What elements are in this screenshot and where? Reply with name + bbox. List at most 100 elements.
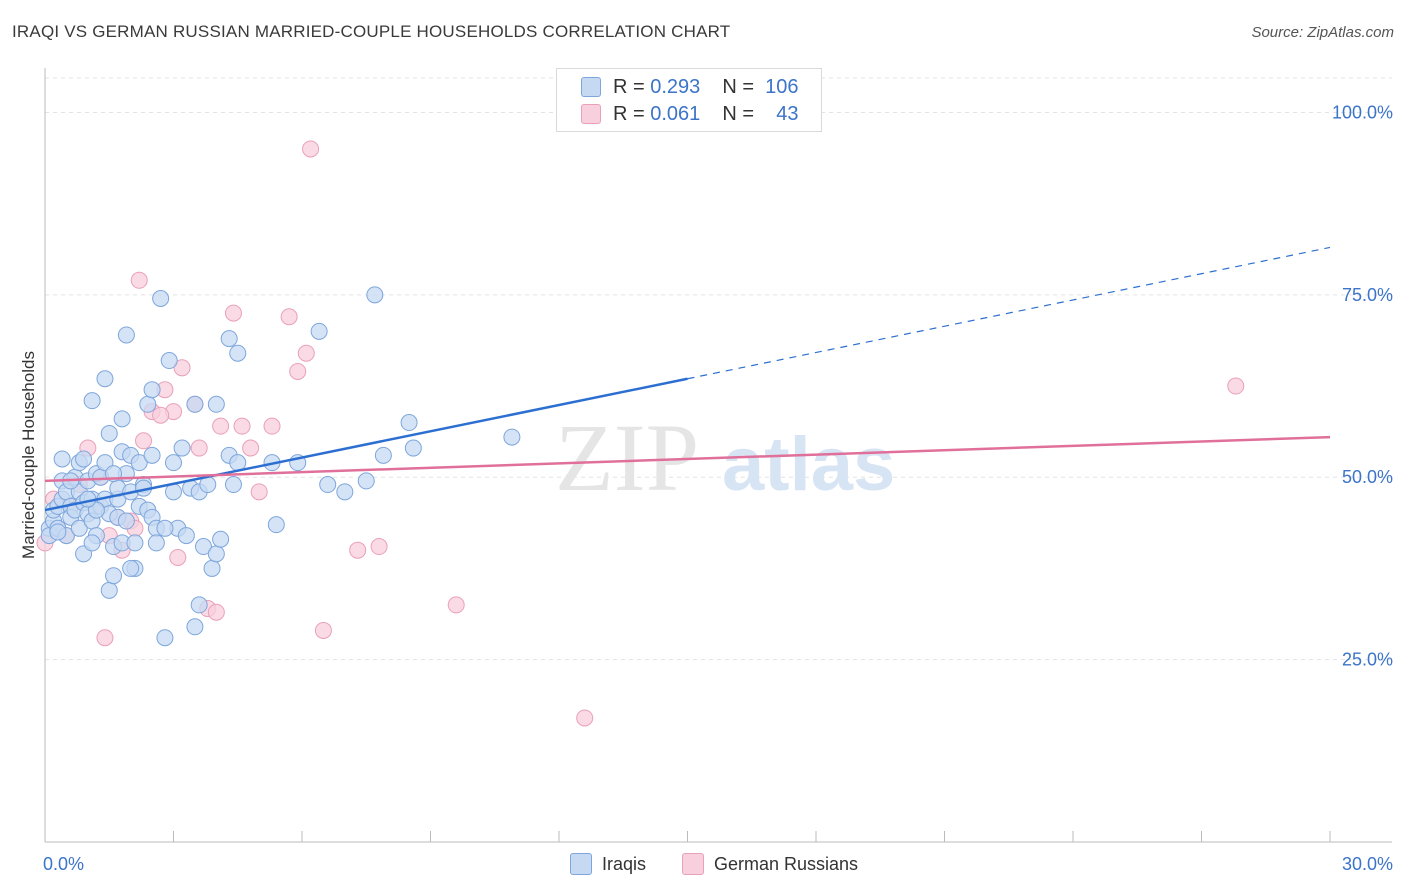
iraqis-point [190,596,208,614]
x-tick-label-max: 30.0% [1342,854,1393,874]
iraqis-point [319,476,337,494]
iraqis-point [53,450,71,468]
german-russians-point [207,603,225,621]
iraqis-point [156,519,174,537]
y-axis-label: Married-couple Households [19,351,38,559]
iraqis-point [156,629,174,647]
y-tick-label: 75.0% [1342,285,1393,305]
n-value-iraqis: 106 [765,75,799,98]
source-label: Source: ZipAtlas.com [1251,24,1394,41]
iraqis-point [152,290,170,308]
german-russians-swatch [581,104,601,124]
iraqis-point [147,534,165,552]
german-russians-point [370,538,388,556]
iraqis-point [400,414,418,432]
iraqis-point [100,424,118,442]
tick-labels: 25.0% 50.0% 75.0% 100.0% 0.0% 30.0% [43,102,1393,874]
legend-label-german-russians: German Russians [714,853,859,874]
iraqis-point [186,395,204,413]
n-label: N = [722,75,754,98]
y-tick-label: 25.0% [1342,650,1393,670]
iraqis-point [126,534,144,552]
german-russians-point [314,621,332,639]
iraqis-point [366,286,384,304]
iraqis-point [374,446,392,464]
german-russians-point [212,417,230,435]
legend: Iraqis German Russians [0,850,1406,878]
watermark: ZIP atlas [555,404,895,511]
iraqis-point [310,322,328,340]
german-russians-point [152,406,170,424]
iraqis-point [229,344,247,362]
iraqis-point [357,472,375,490]
iraqis-point [117,512,135,530]
iraqis-point [212,530,230,548]
iraqis-point [83,534,101,552]
y-tick-label: 50.0% [1342,467,1393,487]
iraqis-point [70,519,88,537]
iraqis-point [207,545,225,563]
iraqis-legend-swatch [570,853,592,875]
german-russians-point [1227,377,1245,395]
iraqis-point [186,618,204,636]
german-russians-point [233,417,251,435]
trend-lines [44,246,1331,512]
iraqis-point [404,439,422,457]
german-russians-point [263,417,281,435]
german-russians-point [349,541,367,559]
german-russians-point [224,304,242,322]
r-value-german-russians: 0.061 [650,102,701,125]
iraqis-points [40,286,521,647]
iraqis-point [203,559,221,577]
german-russians-point [297,344,315,362]
iraqis-point [113,410,131,428]
iraqis-point [165,454,182,472]
legend-item-iraqis[interactable]: Iraqis [570,850,646,878]
n-value-german-russians: 43 [776,102,799,125]
german-russians-legend-swatch [682,853,704,875]
axes [44,68,1392,843]
iraqis-point [139,395,157,413]
r-value-iraqis: 0.293 [650,75,701,98]
german-russians-point [250,483,268,501]
iraqis-point [194,538,212,556]
iraqis-point [117,326,135,344]
iraqis-point [122,559,140,577]
german-russians-point [130,271,148,289]
german-russians-point [289,362,307,380]
iraqis-trend-extension [687,246,1331,380]
r-label: R = [613,75,645,98]
iraqis-point [173,439,191,457]
german-russians-point [173,359,191,377]
watermark-zip: ZIP [555,404,699,511]
iraqis-point [229,454,247,472]
iraqis-point [267,516,285,534]
iraqis-swatch [581,77,601,97]
iraqis-point [177,527,195,545]
german-russians-point [190,439,208,457]
iraqis-point [75,450,93,468]
iraqis-point [100,581,118,599]
iraqis-point [49,523,67,541]
iraqis-point [220,330,238,348]
german-russians-point [169,548,187,566]
iraqis-point [207,395,225,413]
iraqis-point [83,392,101,410]
y-tick-label: 100.0% [1332,102,1393,122]
iraqis-point [143,381,161,399]
iraqis-point [130,454,148,472]
n-label: N = [722,102,754,125]
r-label: R = [613,102,645,125]
german-russians-point [280,308,298,326]
german-russians-point [135,432,153,450]
iraqis-point [224,476,242,494]
gridlines [45,77,1392,661]
watermark-atlas: atlas [722,422,895,507]
iraqis-point [105,567,123,585]
german-russians-point [576,709,594,727]
iraqis-point [503,428,521,446]
stats-row-iraqis: R = 0.293 N = 106 [581,75,799,99]
german-russians-point [96,629,114,647]
legend-item-german-russians[interactable]: German Russians [682,850,858,878]
